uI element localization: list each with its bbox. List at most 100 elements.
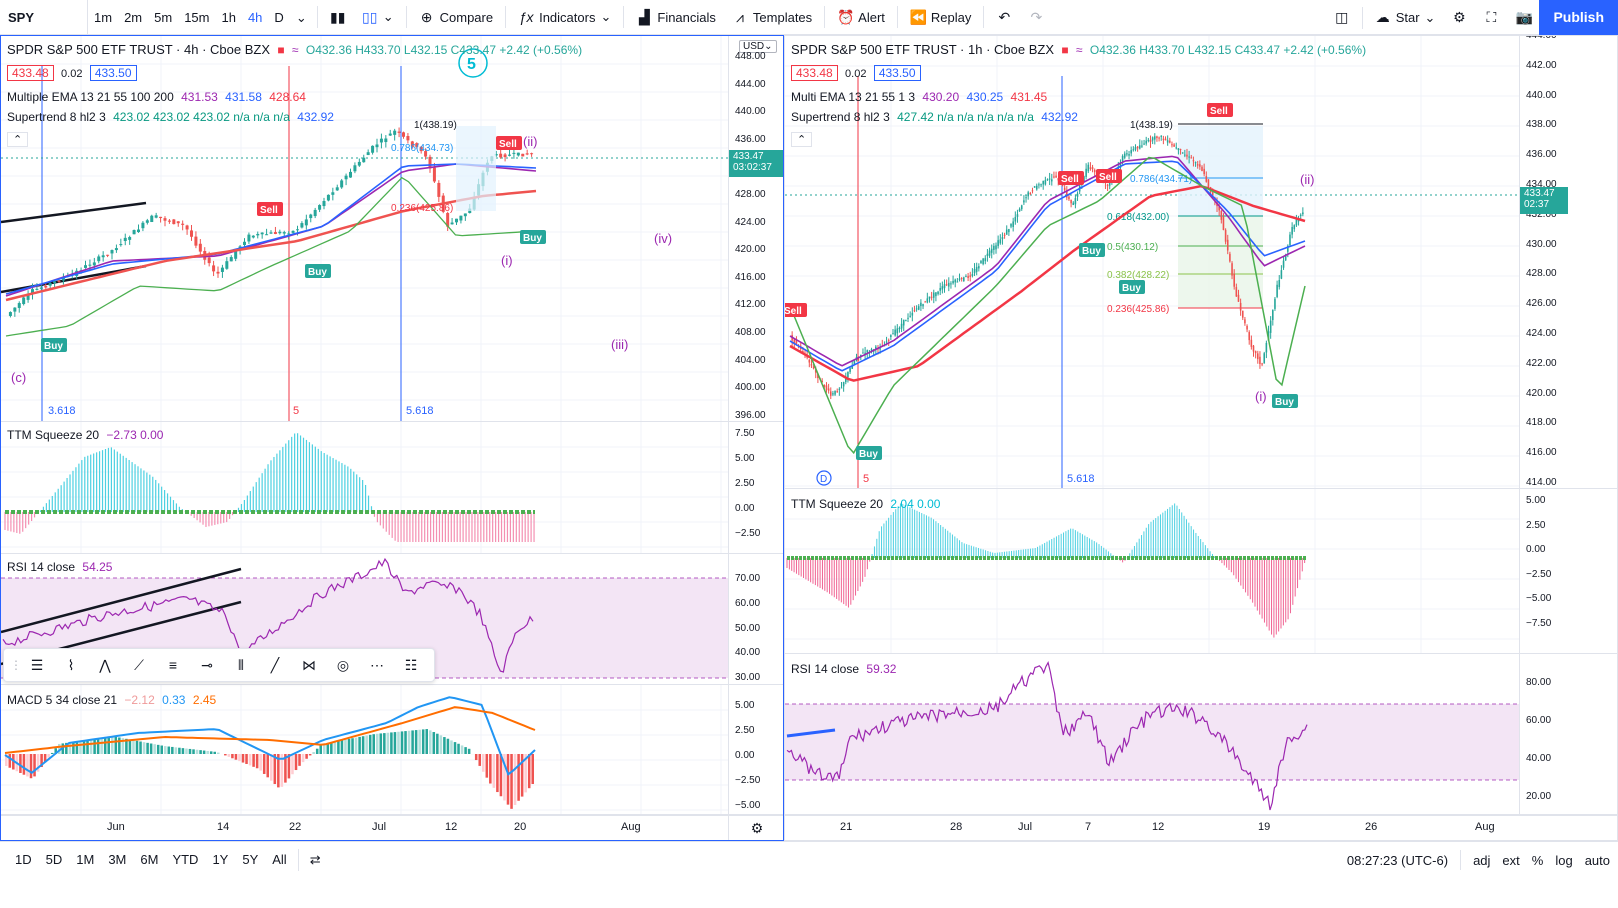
wave-label-i: (i): [501, 253, 513, 268]
time-tick: 19: [1258, 821, 1271, 833]
timeframe-15m[interactable]: 15m: [184, 9, 210, 25]
left-price-pane[interactable]: 3.618 5 5.618 1(438.19) 0.786(434.73) 0.236(4…: [1, 36, 784, 422]
left-chart[interactable]: 3.618 5 5.618 1(438.19) 0.786(434.73) 0.236(4…: [0, 35, 784, 841]
percent-toggle[interactable]: %: [1531, 852, 1544, 868]
range-1m[interactable]: 1M: [76, 852, 95, 867]
timeframe-1h[interactable]: 1h: [221, 9, 236, 25]
candle-body: [817, 373, 819, 379]
right-squeeze-pane[interactable]: TTM Squeeze 20 2.04 0.00 5.00 2.50 0.00 −2.…: [785, 489, 1617, 654]
bar-style-button[interactable]: ▮▮: [322, 0, 354, 35]
candle-body: [1265, 342, 1268, 353]
fullscreen-button[interactable]: ⛶: [1475, 0, 1507, 35]
horizontal-lines-tool-icon[interactable]: ☰: [30, 656, 44, 673]
left-collapse-legend-button[interactable]: ⌃: [7, 132, 29, 147]
undo-button[interactable]: ↶: [988, 0, 1020, 35]
range-1y[interactable]: 1Y: [212, 852, 229, 867]
right-chart[interactable]: 5 5.618 1(438.19) 0.786(434.71) 0.618(432.00…: [784, 35, 1618, 841]
range-5y[interactable]: 5Y: [242, 852, 259, 867]
range-3m[interactable]: 3M: [108, 852, 127, 867]
left-squeeze-scale[interactable]: 7.50 5.00 2.50 0.00 −2.50: [728, 422, 783, 553]
channel-tool-icon[interactable]: ⋯: [370, 656, 384, 673]
ray-tool-icon[interactable]: ╱: [270, 656, 280, 673]
drag-handle-icon[interactable]: ⋮: [10, 658, 22, 672]
indicators-button[interactable]: ƒx Indicators ⌄: [510, 0, 619, 35]
fib-retracement-tool-icon[interactable]: ≡: [168, 657, 178, 673]
candle-body: [875, 346, 877, 349]
candle-body: [167, 220, 171, 222]
left-price-scale[interactable]: USD⌄ 448.00444.00440.00436.00432.00428.0…: [728, 36, 783, 421]
axis-settings-gear-icon[interactable]: ⚙: [728, 815, 783, 840]
left-rsi-scale[interactable]: 70.00 60.00 50.00 40.00 30.00: [728, 554, 783, 684]
left-ask[interactable]: 433.50: [89, 65, 137, 81]
left-price-plot[interactable]: 3.618 5 5.618 1(438.19) 0.786(434.73) 0.236(4…: [1, 36, 784, 422]
settings-lines-tool-icon[interactable]: ☷: [404, 656, 418, 673]
ext-toggle[interactable]: ext: [1502, 852, 1520, 868]
chart-type-button[interactable]: ▯▯ ⌄: [354, 0, 402, 35]
right-legend-title: SPDR S&P 500 ETF TRUST · 1h · Cboe BZX ■…: [791, 42, 1370, 57]
range-ytd[interactable]: YTD: [172, 852, 199, 867]
settings-button[interactable]: ⚙: [1443, 0, 1475, 35]
go-to-date-icon[interactable]: ⇄: [309, 851, 321, 867]
adj-toggle[interactable]: adj: [1473, 852, 1491, 868]
compare-label: Compare: [439, 9, 494, 25]
wave-label-ii: (ii): [1300, 172, 1314, 187]
macd-signal-line: [4, 706, 536, 754]
range-1d[interactable]: 1D: [15, 852, 32, 867]
horizontal-ray-tool-icon[interactable]: ⊸: [201, 656, 213, 673]
right-bid[interactable]: 433.48: [791, 65, 838, 81]
left-time-axis[interactable]: Jun 14 22 Jul 12 20 Aug ⚙: [1, 814, 783, 840]
left-ema-value-2: 431.58: [225, 90, 262, 104]
snapshot-button[interactable]: 📷: [1507, 0, 1539, 35]
right-time-axis[interactable]: 21 28 Jul 7 12 19 26 Aug: [785, 814, 1617, 840]
top-toolbar: SPY 1m 2m 5m 15m 1h 4h D ⌄ ▮▮ ▯▯ ⌄ ⊕ Compa…: [0, 0, 1618, 35]
redo-button[interactable]: ↷: [1020, 0, 1052, 35]
left-macd-scale[interactable]: 5.00 2.50 0.00 −2.50 −5.00: [728, 685, 783, 815]
pattern-tool-icon[interactable]: ⋈: [302, 656, 316, 673]
right-price-scale[interactable]: 444.00 442.00 440.00 438.00 436.00 434.00 432.…: [1519, 36, 1617, 488]
symbol-search[interactable]: SPY: [0, 0, 88, 35]
left-bid[interactable]: 433.48: [7, 65, 54, 81]
macd-histogram-bar: [305, 754, 308, 759]
right-price-pane[interactable]: 5 5.618 1(438.19) 0.786(434.71) 0.618(432.00…: [785, 36, 1618, 489]
vertical-lines-tool-icon[interactable]: ⦀: [237, 656, 245, 673]
right-ask[interactable]: 433.50: [873, 65, 921, 81]
publish-button[interactable]: Publish: [1539, 0, 1618, 35]
log-toggle[interactable]: log: [1555, 852, 1573, 868]
timeframe-4h[interactable]: 4h: [247, 9, 263, 25]
timeframe-5m[interactable]: 5m: [154, 9, 173, 25]
right-rsi-pane[interactable]: RSI 14 close 59.32 80.00 60.00 40.00 20.00: [785, 654, 1617, 816]
timeframe-dropdown-icon[interactable]: ⌄: [295, 9, 307, 25]
candle-body: [1207, 179, 1210, 188]
right-squeeze-scale[interactable]: 5.00 2.50 0.00 −2.50 −5.00 −7.50: [1519, 489, 1617, 653]
abc-pattern-tool-icon[interactable]: ⋀: [99, 656, 111, 673]
range-5d[interactable]: 5D: [45, 852, 63, 867]
right-price-plot[interactable]: 5 5.618 1(438.19) 0.786(434.71) 0.618(432.00…: [785, 36, 1618, 489]
right-rsi-scale[interactable]: 80.00 60.00 40.00 20.00: [1519, 654, 1617, 815]
left-macd-pane[interactable]: MACD 5 34 close 21 −2.12 0.33 2.45 5.00 2…: [1, 685, 783, 816]
eye-icon[interactable]: ≈: [1075, 43, 1083, 57]
range-all[interactable]: All: [272, 852, 287, 867]
clock-time[interactable]: 08:27:23 (UTC-6): [1346, 852, 1449, 868]
candle-body: [1068, 196, 1070, 200]
trend-line-tool-icon[interactable]: ⟋: [134, 656, 144, 673]
auto-toggle[interactable]: auto: [1584, 852, 1610, 868]
timeframe-1m[interactable]: 1m: [94, 9, 113, 25]
eye-icon[interactable]: ≈: [291, 43, 299, 57]
timeframe-d[interactable]: D: [274, 9, 284, 25]
left-squeeze-pane[interactable]: TTM Squeeze 20 −2.73 0.00 7.50 5.00 2.50 0.…: [1, 422, 783, 554]
right-collapse-legend-button[interactable]: ⌃: [791, 132, 813, 147]
candle-body: [1169, 140, 1171, 143]
currency-button[interactable]: USD⌄: [739, 40, 777, 53]
alert-button[interactable]: ⏰ Alert: [829, 0, 893, 35]
elliott-wave-tool-icon[interactable]: ⌇: [67, 656, 75, 673]
candle-body: [1272, 310, 1274, 321]
replay-button[interactable]: ⏪ Replay: [902, 0, 979, 35]
range-6m[interactable]: 6M: [140, 852, 159, 867]
templates-button[interactable]: ⩘ Templates: [724, 0, 820, 35]
timeframe-2m[interactable]: 2m: [124, 9, 143, 25]
spiral-tool-icon[interactable]: ◎: [336, 656, 350, 673]
layout-button[interactable]: ◫: [1326, 0, 1358, 35]
layout-name-button[interactable]: ☁ Star ⌄: [1367, 0, 1444, 35]
compare-button[interactable]: ⊕ Compare: [411, 0, 501, 35]
financials-button[interactable]: ▟ Financials: [628, 0, 724, 35]
